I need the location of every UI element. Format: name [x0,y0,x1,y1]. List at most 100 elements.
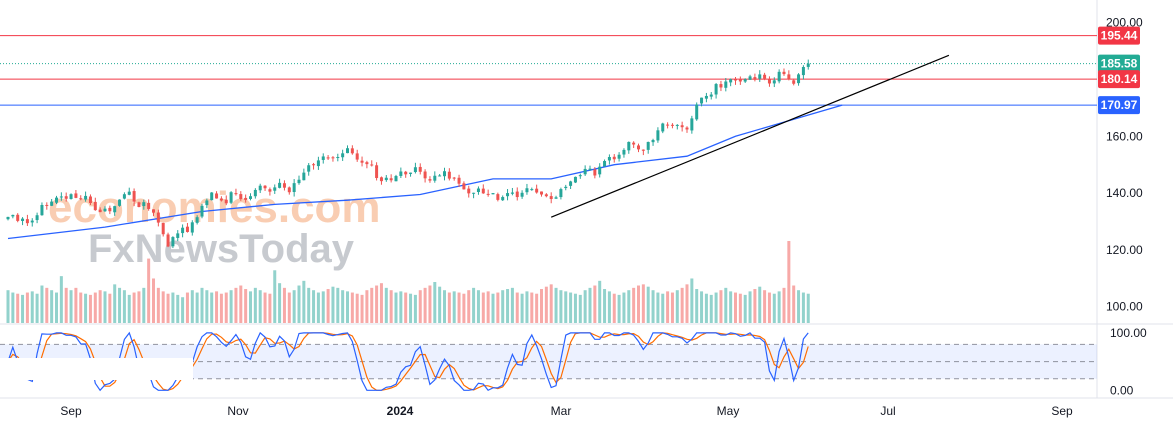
candle[interactable] [782,68,786,76]
candle[interactable] [200,203,204,219]
candle[interactable] [646,141,650,154]
candle[interactable] [122,192,126,200]
trendline-line[interactable] [550,54,950,218]
candle[interactable] [724,77,728,92]
candle[interactable] [520,190,524,199]
candle[interactable] [530,187,534,191]
candle[interactable] [249,193,252,201]
candle[interactable] [801,65,805,80]
candle[interactable] [578,173,582,179]
candle[interactable] [321,153,325,164]
candle[interactable] [64,192,68,202]
candle[interactable] [370,160,374,167]
candle[interactable] [88,194,92,206]
candle[interactable] [496,192,500,202]
candle[interactable] [603,159,607,167]
candle[interactable] [282,180,286,191]
candle[interactable] [6,216,10,221]
candle[interactable] [108,205,112,215]
candle[interactable] [593,167,597,179]
candle[interactable] [399,167,403,179]
candle[interactable] [418,163,422,175]
candle[interactable] [544,193,548,198]
candle[interactable] [103,206,107,212]
candle[interactable] [84,191,88,202]
candle[interactable] [787,70,791,81]
candle[interactable] [666,122,670,129]
candle[interactable] [501,195,505,201]
candle[interactable] [661,122,665,134]
candle[interactable] [297,175,301,185]
candle[interactable] [447,168,451,181]
candle[interactable] [16,213,20,223]
candle[interactable] [506,189,510,201]
candle[interactable] [142,199,146,210]
candle[interactable] [404,170,408,178]
candle[interactable] [656,127,660,143]
candle[interactable] [564,184,568,191]
candle[interactable] [438,173,442,177]
candle[interactable] [171,236,175,249]
candle[interactable] [685,126,689,133]
candle[interactable] [215,191,219,199]
candle[interactable] [695,102,699,121]
candle[interactable] [132,188,136,207]
candle[interactable] [457,174,461,187]
candle[interactable] [767,76,771,87]
candle[interactable] [74,190,78,199]
candle[interactable] [763,72,767,81]
candle[interactable] [205,198,209,209]
candle[interactable] [583,165,587,176]
candle[interactable] [360,156,364,167]
candle[interactable] [336,153,340,162]
price-pane[interactable] [0,0,1097,323]
candle[interactable] [331,156,335,162]
candle[interactable] [632,141,636,149]
candle[interactable] [375,162,379,181]
candle[interactable] [612,154,616,163]
candle[interactable] [379,176,383,185]
candle[interactable] [253,188,257,199]
candle[interactable] [423,169,427,183]
candle[interactable] [224,195,228,206]
candle[interactable] [598,163,602,178]
candle[interactable] [413,162,417,174]
candle[interactable] [176,230,180,242]
candle[interactable] [569,180,573,190]
candle[interactable] [772,77,776,88]
candle[interactable] [525,183,529,195]
candle[interactable] [491,192,495,195]
candle[interactable] [753,73,757,82]
candle[interactable] [69,193,73,200]
candle[interactable] [738,76,742,85]
time-axis[interactable]: Sep Nov 2024 Mar May Jul Sep [60,404,1073,418]
candle[interactable] [704,92,708,103]
horizontal-levels[interactable] [0,35,1097,106]
candle[interactable] [452,176,456,181]
candle[interactable] [40,202,44,216]
candle[interactable] [118,199,122,207]
candle[interactable] [263,185,267,191]
candle[interactable] [472,192,476,199]
candle[interactable] [588,165,592,171]
candle[interactable] [748,74,752,80]
candle[interactable] [195,215,199,225]
candle[interactable] [59,192,63,201]
candle[interactable] [278,178,282,189]
trendline[interactable] [550,54,950,218]
candle[interactable] [316,156,320,170]
candle[interactable] [758,70,762,82]
candle[interactable] [365,160,369,169]
candle[interactable] [341,149,345,161]
candle[interactable] [573,176,577,184]
candle[interactable] [137,201,141,208]
candle[interactable] [690,115,694,134]
candle[interactable] [156,209,160,227]
candle[interactable] [806,59,810,70]
candle[interactable] [93,197,97,211]
candle[interactable] [210,192,214,201]
candle[interactable] [219,196,223,202]
candle[interactable] [714,82,718,99]
candle[interactable] [394,174,398,182]
